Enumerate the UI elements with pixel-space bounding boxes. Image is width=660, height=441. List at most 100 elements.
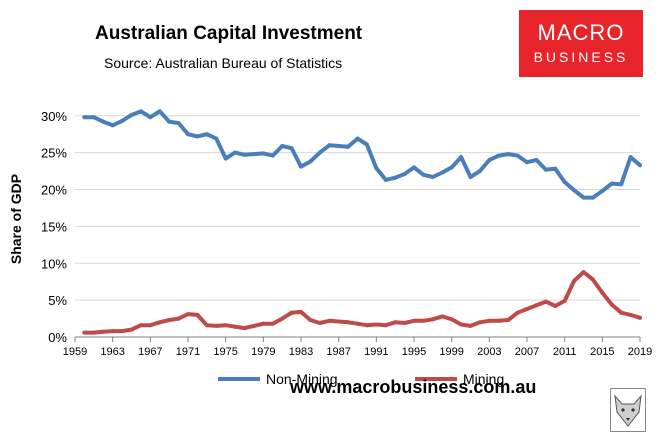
x-tick-label: 1983	[289, 346, 313, 358]
data-point	[364, 323, 369, 328]
data-point	[374, 322, 379, 327]
y-tick-label: 25%	[41, 146, 67, 161]
data-point	[468, 323, 473, 328]
data-point	[515, 153, 520, 158]
data-point	[468, 175, 473, 179]
x-tick-label: 1987	[326, 346, 350, 358]
data-point	[82, 330, 87, 335]
x-tick-label: 2019	[628, 346, 652, 358]
data-point	[233, 324, 238, 329]
data-point	[280, 316, 285, 321]
data-point	[553, 166, 558, 171]
data-point	[129, 327, 134, 332]
data-point	[167, 119, 172, 124]
logo-line-1: MACRO	[537, 20, 625, 45]
data-point	[308, 159, 313, 164]
data-point	[204, 132, 209, 137]
data-point	[562, 180, 567, 185]
data-point	[374, 166, 379, 171]
y-tick-label: 30%	[41, 109, 67, 124]
data-point	[138, 323, 143, 328]
data-point	[459, 155, 464, 160]
data-point	[223, 156, 228, 161]
data-point	[186, 132, 190, 137]
x-tick-label: 1963	[100, 346, 124, 358]
data-point	[543, 299, 548, 304]
data-point	[402, 172, 407, 176]
data-point	[120, 118, 125, 123]
data-point	[543, 167, 548, 172]
series-line-mining	[82, 270, 642, 335]
y-tick-label: 10%	[41, 256, 67, 271]
x-tick-label: 1975	[213, 346, 237, 358]
x-tick-label: 2011	[553, 346, 577, 358]
data-point	[590, 277, 595, 282]
data-point	[364, 142, 369, 147]
data-point	[157, 109, 162, 114]
y-tick-label: 20%	[41, 183, 67, 198]
data-point	[440, 314, 445, 319]
chart-title: Australian Capital Investment	[95, 23, 363, 44]
data-point	[101, 329, 106, 334]
data-point	[581, 195, 586, 200]
data-point	[628, 312, 633, 317]
data-point	[506, 152, 511, 157]
x-tick-label: 1971	[176, 346, 200, 358]
data-point	[562, 298, 567, 303]
data-point	[186, 312, 190, 317]
data-point	[214, 323, 219, 328]
x-tick-label: 1999	[439, 346, 463, 358]
data-point	[317, 321, 322, 325]
data-point	[534, 303, 539, 308]
data-point	[412, 318, 416, 323]
data-point	[289, 146, 294, 151]
data-point	[496, 153, 501, 158]
data-point	[242, 326, 247, 331]
data-point	[251, 152, 256, 157]
data-point	[572, 278, 577, 283]
data-point	[628, 155, 633, 160]
data-point	[327, 143, 332, 148]
data-point	[82, 115, 87, 120]
data-point	[195, 134, 200, 139]
legend-label: Mining	[463, 371, 504, 387]
data-point	[525, 307, 529, 311]
data-point	[223, 323, 228, 328]
data-point	[421, 318, 426, 323]
data-point	[619, 310, 624, 315]
data-point	[402, 321, 407, 325]
x-tick-label: 1991	[364, 346, 388, 358]
data-point	[496, 318, 501, 323]
data-point	[534, 158, 539, 162]
data-point	[346, 144, 351, 149]
data-point	[336, 144, 341, 148]
x-tick-label: 2007	[515, 346, 539, 358]
x-tick-label: 1967	[138, 346, 162, 358]
data-point	[176, 316, 181, 321]
data-point	[101, 119, 106, 124]
x-tick-label: 1995	[402, 346, 426, 358]
data-point	[421, 172, 426, 177]
data-point	[609, 181, 614, 186]
x-tick-label: 1979	[251, 346, 275, 358]
data-point	[129, 113, 134, 117]
data-point	[459, 322, 464, 327]
data-point	[233, 150, 238, 155]
data-point	[289, 310, 294, 315]
data-point	[355, 136, 360, 141]
data-point	[487, 158, 492, 162]
data-point	[487, 318, 492, 323]
y-tick-label: 5%	[48, 293, 67, 308]
data-point	[280, 144, 285, 148]
data-point	[515, 310, 520, 315]
series-line-non-mining	[82, 109, 642, 200]
data-point	[336, 319, 341, 324]
data-point	[270, 321, 275, 326]
data-point	[176, 121, 181, 126]
data-point	[138, 109, 143, 114]
data-point	[430, 317, 435, 322]
data-point	[393, 175, 398, 180]
data-point	[148, 323, 153, 328]
y-axis-label: Share of GDP	[8, 174, 24, 264]
data-point	[638, 163, 642, 168]
